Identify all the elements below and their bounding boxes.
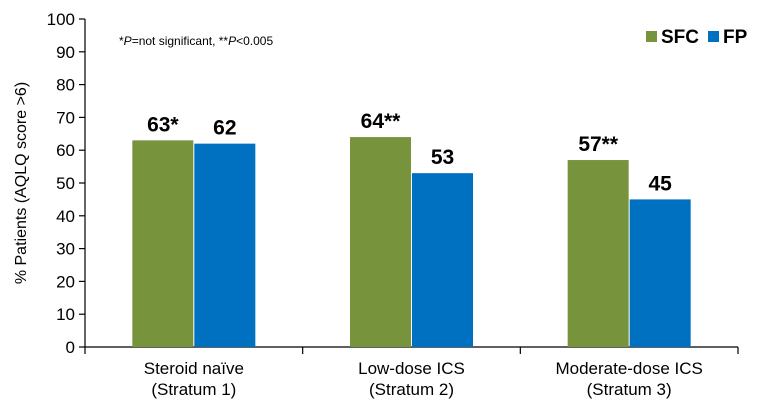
note-part: P — [228, 34, 236, 48]
x-tick-label: Steroid naïve (Stratum 1) — [144, 359, 244, 399]
legend-swatch-sfc — [646, 31, 657, 42]
axes: 0 10 20 30 40 50 60 70 80 90 100 Steroid naïve (Stra… — [47, 10, 739, 399]
note-part: <0.005 — [236, 34, 273, 48]
x-tick-label-line: (Stratum 1) — [151, 380, 236, 399]
x-tick-label-line: Low-dose ICS — [358, 359, 465, 378]
legend: SFC FP — [646, 27, 748, 48]
y-tick-label: 90 — [56, 43, 75, 62]
x-tick-label-line: (Stratum 2) — [369, 380, 454, 399]
y-tick-label: 0 — [66, 338, 75, 357]
legend-label-sfc: SFC — [661, 27, 699, 48]
y-axis-label: % Patients (AQLQ score >6) — [13, 82, 30, 284]
data-labels-group: 63* 62 64** 53 57** 45 — [147, 110, 672, 195]
y-tick-label: 60 — [56, 141, 75, 160]
data-label: 63* — [147, 113, 179, 136]
y-tick-label: 10 — [56, 305, 75, 324]
data-label: 45 — [648, 172, 672, 195]
data-label: 62 — [213, 117, 236, 140]
x-tick-label-line: (Stratum 3) — [587, 380, 672, 399]
bar-sfc — [350, 137, 411, 347]
data-label: 57** — [578, 133, 619, 156]
y-tick-label: 30 — [56, 240, 75, 259]
significance-note: *P=not significant, **P<0.005 — [119, 34, 273, 48]
y-tick-label: 70 — [56, 108, 75, 127]
bars-group — [132, 137, 691, 347]
note-part: =not significant, — [132, 34, 219, 48]
bar-sfc — [567, 160, 629, 347]
x-tick-label: Low-dose ICS (Stratum 2) — [358, 359, 465, 399]
bar-fp — [194, 143, 256, 347]
y-tick-label: 20 — [56, 272, 75, 291]
y-tick-label: 80 — [56, 76, 75, 95]
legend-label-fp: FP — [723, 27, 748, 48]
bar-fp — [412, 173, 473, 347]
x-tick-label: Moderate-dose ICS (Stratum 3) — [555, 359, 702, 399]
y-tick-label: 50 — [56, 174, 75, 193]
y-tick-label: 100 — [47, 10, 75, 29]
bar-fp — [629, 199, 691, 347]
y-tick-label: 40 — [56, 207, 75, 226]
note-part: P — [124, 34, 132, 48]
x-tick-label-line: Steroid naïve — [144, 359, 244, 378]
x-tick-label-line: Moderate-dose ICS — [555, 359, 702, 378]
data-label: 53 — [431, 146, 454, 169]
data-label: 64** — [361, 110, 402, 133]
legend-swatch-fp — [708, 31, 719, 42]
bar-sfc — [132, 140, 194, 347]
note-part: * — [119, 34, 124, 48]
note-part: ** — [219, 34, 229, 48]
